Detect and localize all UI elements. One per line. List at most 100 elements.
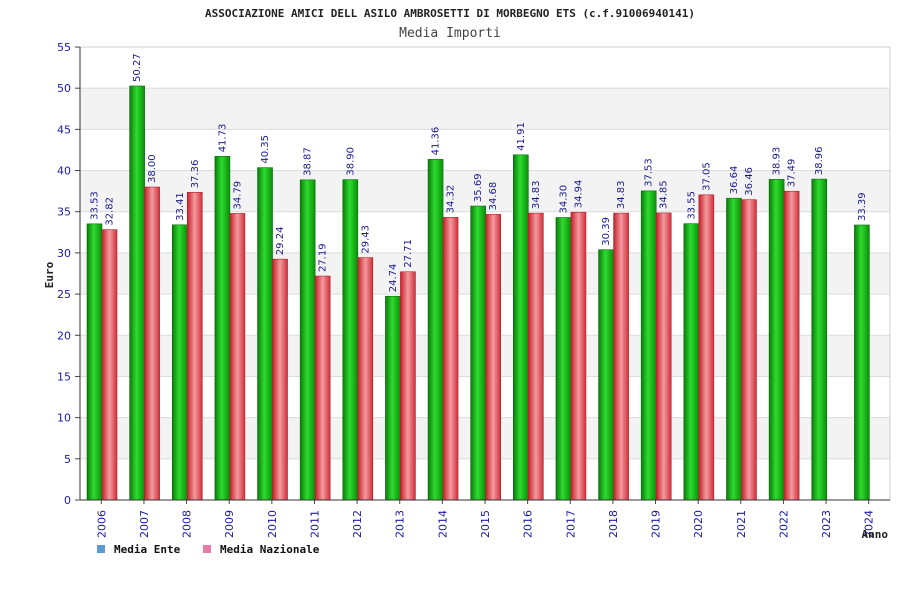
value-label-media-ente: 38.87 (303, 147, 314, 176)
value-label-media-ente: 38.90 (345, 147, 356, 176)
bar-media-nazionale (272, 258, 288, 501)
x-tick-label: 2007 (138, 510, 151, 538)
x-tick-label: 2012 (351, 510, 364, 538)
bar-media-nazionale (570, 211, 587, 501)
value-label-media-ente: 38.93 (772, 147, 783, 176)
x-tick-label: 2013 (394, 510, 407, 538)
value-label-media-ente: 33.41 (175, 192, 186, 221)
x-tick-label: 2015 (479, 510, 492, 538)
bar-media-nazionale (357, 257, 374, 501)
value-label-media-ente: 40.35 (260, 135, 271, 164)
chart-subtitle: Media Importi (399, 26, 501, 41)
x-tick-label: 2014 (436, 510, 449, 538)
x-tick-label: 2008 (181, 510, 194, 538)
bar-media-ente (726, 197, 742, 501)
bar-media-nazionale (613, 212, 629, 501)
value-label-media-ente: 24.74 (388, 264, 399, 293)
bar-media-nazionale (144, 186, 160, 501)
bar-media-ente (470, 205, 486, 501)
bar-media-ente (640, 190, 657, 501)
y-tick-label: 25 (57, 288, 71, 301)
value-label-media-nazionale: 37.05 (701, 162, 712, 191)
x-tick-labels: 2006 2007 2008 2009 2010 2011 2012 2013 2014 2015… (95, 510, 875, 538)
axes (79, 46, 891, 504)
bar-media-nazionale (229, 213, 246, 501)
y-tick-label: 30 (57, 247, 71, 260)
value-label-media-nazionale: 29.24 (275, 227, 286, 256)
bar-media-ente (342, 179, 359, 501)
bar-media-nazionale (741, 199, 757, 501)
value-label-media-ente: 33.53 (90, 191, 101, 220)
value-label-media-nazionale: 34.68 (488, 182, 499, 211)
bar-media-ente (683, 223, 700, 501)
x-tick-label: 2021 (735, 510, 748, 538)
x-tick-label: 2018 (607, 510, 620, 538)
bar-media-nazionale (101, 229, 118, 501)
value-label-media-nazionale: 37.36 (190, 160, 201, 189)
x-tick-label: 2006 (95, 510, 108, 538)
x-tick-label: 2019 (650, 510, 663, 538)
value-label-media-nazionale: 34.83 (531, 180, 542, 209)
value-label-media-nazionale: 34.94 (573, 180, 584, 209)
value-label-media-ente: 34.30 (558, 185, 569, 214)
x-tick-label: 2024 (863, 510, 876, 538)
bar-media-nazionale (528, 212, 544, 501)
value-label-media-nazionale: 27.19 (318, 243, 329, 272)
legend-swatch-media-nazionale (203, 545, 211, 553)
bar-media-ente (427, 159, 444, 501)
grid-band (80, 47, 890, 89)
bar-media-nazionale (186, 191, 203, 501)
grid-band (80, 88, 890, 130)
value-label-media-ente: 30.39 (601, 217, 612, 246)
bar-media-nazionale (783, 190, 800, 501)
y-tick-label: 40 (57, 165, 71, 178)
bar-media-ente (854, 224, 870, 501)
bar-media-nazionale (314, 275, 331, 501)
y-tick-label: 50 (57, 82, 71, 95)
bar-media-ente (768, 179, 785, 501)
bar-media-nazionale (698, 194, 715, 501)
x-tick-label: 2016 (522, 510, 535, 538)
bar-media-ente (214, 155, 231, 501)
bar-media-nazionale (655, 212, 672, 501)
value-label-media-ente: 38.96 (814, 146, 825, 175)
x-tick-label: 2017 (564, 510, 577, 538)
bar-media-ente (257, 167, 273, 501)
bar-media-ente (129, 85, 145, 501)
bar-media-nazionale (442, 217, 459, 501)
y-tick-label: 0 (64, 494, 71, 507)
bar-media-ente (171, 224, 188, 501)
y-axis-label: Euro (43, 261, 56, 288)
value-label-media-ente: 36.64 (729, 166, 740, 195)
y-tick-label: 10 (57, 412, 71, 425)
bar-media-ente (811, 178, 828, 501)
grid-band (80, 129, 890, 171)
y-tick-label: 45 (57, 123, 71, 136)
legend-label-media-nazionale: Media Nazionale (220, 543, 320, 556)
legend-label-media-ente: Media Ente (114, 543, 181, 556)
value-label-media-nazionale: 29.43 (360, 225, 371, 254)
value-label-media-ente: 41.91 (516, 122, 527, 151)
value-label-media-ente: 37.53 (644, 158, 655, 187)
x-axis-label: Anno (862, 528, 889, 541)
value-label-media-ente: 33.55 (686, 191, 697, 220)
value-label-media-nazionale: 34.83 (616, 180, 627, 209)
value-label-media-nazionale: 37.49 (787, 159, 798, 188)
x-tick-label: 2011 (308, 510, 321, 538)
value-label-media-nazionale: 34.32 (446, 185, 457, 214)
value-label-media-ente: 41.73 (217, 124, 228, 153)
value-label-media-nazionale: 32.82 (105, 197, 116, 226)
bar-media-ente (299, 179, 316, 501)
bar-media-ente (598, 249, 614, 501)
legend: Media Ente Media Nazionale (97, 543, 320, 556)
y-tick-label: 15 (57, 370, 71, 383)
value-label-media-ente: 50.27 (132, 53, 143, 82)
bar-media-ente (86, 223, 103, 501)
chart-title: ASSOCIAZIONE AMICI DELL ASILO AMBROSETTI… (205, 7, 695, 20)
x-tick-label: 2023 (820, 510, 833, 538)
y-tick-label: 5 (64, 453, 71, 466)
x-tick-label: 2010 (266, 510, 279, 538)
x-tick-label: 2022 (777, 510, 790, 538)
value-label-media-nazionale: 34.85 (659, 180, 670, 209)
